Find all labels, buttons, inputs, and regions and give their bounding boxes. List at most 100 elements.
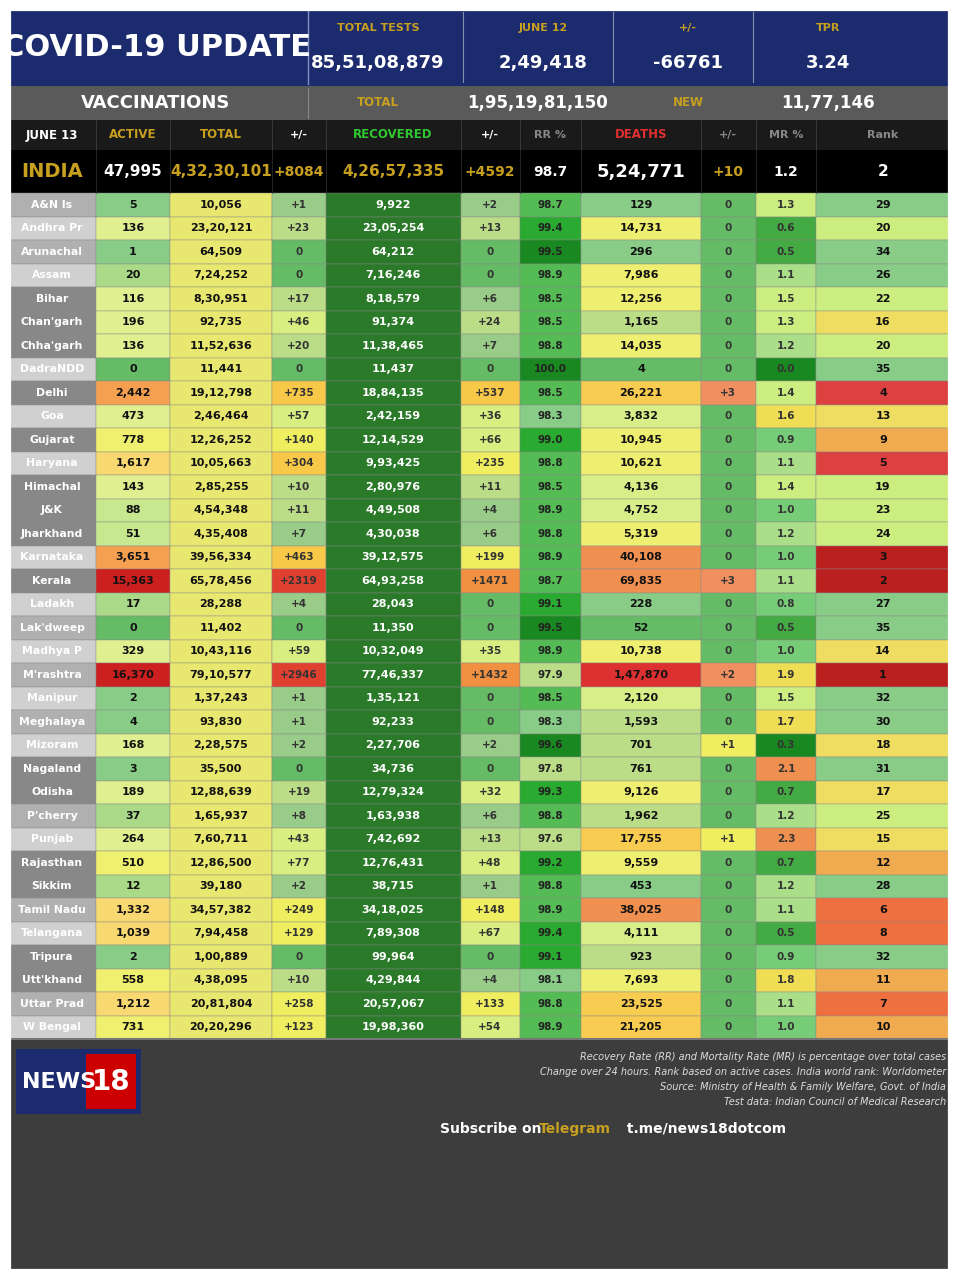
Bar bbox=[8, 686, 96, 710]
Bar bbox=[96, 710, 170, 733]
Text: 11,437: 11,437 bbox=[371, 365, 414, 374]
Bar bbox=[756, 498, 816, 522]
Text: +19: +19 bbox=[288, 787, 311, 797]
Text: 12,14,529: 12,14,529 bbox=[362, 435, 425, 444]
Text: 39,12,575: 39,12,575 bbox=[362, 552, 424, 562]
Bar bbox=[701, 733, 756, 756]
Bar bbox=[461, 1015, 520, 1039]
Bar bbox=[8, 241, 96, 264]
Bar bbox=[96, 498, 170, 522]
Text: +13: +13 bbox=[479, 835, 502, 845]
Text: W Bengal: W Bengal bbox=[23, 1023, 81, 1032]
Bar bbox=[272, 241, 326, 264]
Text: 10,43,116: 10,43,116 bbox=[190, 646, 252, 657]
Text: +199: +199 bbox=[475, 552, 505, 562]
Text: 0: 0 bbox=[295, 247, 303, 257]
Bar bbox=[16, 1050, 141, 1114]
Bar bbox=[756, 733, 816, 756]
Text: +/-: +/- bbox=[290, 131, 308, 140]
Bar bbox=[272, 640, 326, 663]
Text: Mizoram: Mizoram bbox=[26, 740, 79, 750]
Bar bbox=[272, 334, 326, 357]
Text: 92,735: 92,735 bbox=[199, 317, 243, 328]
Bar bbox=[8, 8, 951, 86]
Bar bbox=[701, 381, 756, 404]
Text: 0.9: 0.9 bbox=[777, 952, 795, 961]
Bar bbox=[96, 899, 170, 922]
Bar bbox=[701, 851, 756, 874]
Bar bbox=[581, 311, 701, 334]
Bar bbox=[581, 851, 701, 874]
Bar bbox=[581, 522, 701, 545]
Text: 4,26,57,335: 4,26,57,335 bbox=[342, 164, 444, 179]
Bar bbox=[96, 640, 170, 663]
Bar bbox=[8, 570, 96, 593]
Text: 10,05,663: 10,05,663 bbox=[190, 458, 252, 468]
Bar bbox=[701, 1015, 756, 1039]
Text: 98.8: 98.8 bbox=[537, 458, 563, 468]
Text: 7: 7 bbox=[879, 998, 887, 1009]
Bar bbox=[581, 922, 701, 945]
Text: 0: 0 bbox=[486, 717, 494, 727]
Bar bbox=[701, 545, 756, 570]
Bar bbox=[701, 616, 756, 640]
Text: 12,76,431: 12,76,431 bbox=[362, 858, 425, 868]
Bar bbox=[96, 287, 170, 311]
Text: 98.5: 98.5 bbox=[537, 317, 563, 328]
Text: 2,28,575: 2,28,575 bbox=[194, 740, 248, 750]
Text: 98.5: 98.5 bbox=[537, 388, 563, 398]
Text: JUNE 13: JUNE 13 bbox=[26, 128, 79, 142]
Bar bbox=[170, 216, 272, 241]
Text: 20: 20 bbox=[126, 270, 141, 280]
Text: +66: +66 bbox=[479, 435, 502, 444]
Text: 2,27,706: 2,27,706 bbox=[365, 740, 420, 750]
Bar bbox=[96, 945, 170, 969]
Text: +2: +2 bbox=[720, 669, 736, 680]
Text: +537: +537 bbox=[475, 388, 505, 398]
Text: 0.5: 0.5 bbox=[777, 623, 795, 632]
Text: 0: 0 bbox=[486, 764, 494, 773]
Text: 5,319: 5,319 bbox=[623, 529, 659, 539]
Text: 0: 0 bbox=[724, 646, 732, 657]
Text: Haryana: Haryana bbox=[26, 458, 78, 468]
Text: J&K: J&K bbox=[41, 506, 63, 516]
Bar bbox=[326, 874, 461, 899]
Bar bbox=[816, 570, 951, 593]
Text: 98.9: 98.9 bbox=[537, 506, 563, 516]
Text: 6: 6 bbox=[879, 905, 887, 915]
Bar bbox=[96, 922, 170, 945]
Bar bbox=[8, 969, 96, 992]
Text: Lak'dweep: Lak'dweep bbox=[19, 623, 84, 632]
Bar bbox=[326, 969, 461, 992]
Bar bbox=[581, 733, 701, 756]
Text: 1.2: 1.2 bbox=[774, 165, 799, 178]
Bar bbox=[461, 264, 520, 287]
Text: +/-: +/- bbox=[481, 131, 499, 140]
Bar bbox=[96, 522, 170, 545]
Bar bbox=[701, 522, 756, 545]
Bar bbox=[816, 804, 951, 827]
Bar bbox=[326, 733, 461, 756]
Bar bbox=[581, 404, 701, 428]
Text: Subscribe on: Subscribe on bbox=[439, 1123, 546, 1137]
Text: 1,95,19,81,150: 1,95,19,81,150 bbox=[468, 93, 608, 111]
Text: 92,233: 92,233 bbox=[371, 717, 414, 727]
Text: 99.1: 99.1 bbox=[537, 599, 563, 609]
Text: 0: 0 bbox=[724, 787, 732, 797]
Bar bbox=[326, 686, 461, 710]
Text: A&N Is: A&N Is bbox=[32, 200, 73, 210]
Bar bbox=[756, 945, 816, 969]
Bar bbox=[756, 969, 816, 992]
Text: 10,32,049: 10,32,049 bbox=[362, 646, 424, 657]
Text: 64,93,258: 64,93,258 bbox=[362, 576, 425, 586]
Text: 98.9: 98.9 bbox=[537, 905, 563, 915]
Text: Rajasthan: Rajasthan bbox=[21, 858, 82, 868]
Text: 7,16,246: 7,16,246 bbox=[365, 270, 421, 280]
Bar bbox=[96, 311, 170, 334]
Bar bbox=[461, 969, 520, 992]
Bar bbox=[272, 804, 326, 827]
Text: M'rashtra: M'rashtra bbox=[23, 669, 82, 680]
Bar bbox=[326, 899, 461, 922]
Text: 21,205: 21,205 bbox=[620, 1023, 663, 1032]
Bar bbox=[701, 922, 756, 945]
